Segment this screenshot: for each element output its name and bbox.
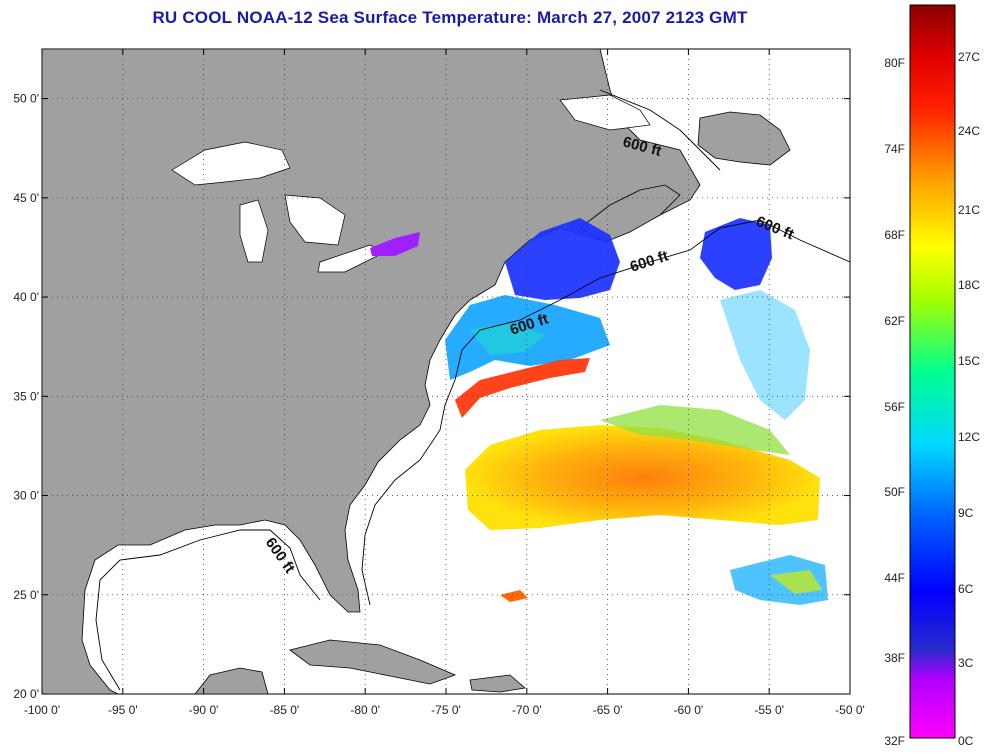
lon-tick-label: -90 0' — [189, 703, 219, 717]
colorbar-c-label: 27C — [958, 50, 980, 64]
lat-tick-label: 25 0' — [13, 588, 39, 602]
contour-st-lawrence — [599, 89, 721, 171]
lat-tick-label: 40 0' — [13, 290, 39, 304]
sst-teal-slope — [470, 322, 545, 355]
colorbar-c-label: 24C — [958, 124, 980, 138]
sst-magenta-lake — [370, 232, 420, 256]
colorbar-celsius-labels: 27C 24C 21C 18C 15C 12C 9C 6C 3C 0C — [958, 50, 980, 748]
sst-warm-core — [465, 425, 820, 530]
lat-tick-label: 20 0' — [13, 687, 39, 701]
lat-tick-label: 30 0' — [13, 489, 39, 503]
yucatan-land — [194, 667, 269, 695]
lake-superior — [171, 141, 291, 186]
colorbar-f-label: 68F — [884, 228, 905, 242]
colorbar-f-label: 32F — [884, 734, 905, 748]
sst-gulf-stream — [455, 358, 590, 418]
colorbar-f-label: 56F — [884, 400, 905, 414]
colorbar-c-label: 21C — [958, 203, 980, 217]
colorbar: 80F 74F 68F 62F 56F 50F 44F 38F 32F 27C 24C 21C 18C… — [884, 4, 980, 748]
lon-tick-label: -95 0' — [108, 703, 138, 717]
colorbar-c-label: 15C — [958, 354, 980, 368]
sst-cool-northeast — [720, 290, 810, 420]
lon-tick-label: -55 0' — [754, 703, 784, 717]
lon-tick-label: -80 0' — [350, 703, 380, 717]
lon-tick-label: -60 0' — [674, 703, 704, 717]
lon-tick-label: -70 0' — [512, 703, 542, 717]
lake-huron — [284, 194, 346, 246]
lon-tick-label: -85 0' — [270, 703, 300, 717]
colorbar-f-label: 50F — [884, 485, 905, 499]
lat-tick-label: 50 0' — [13, 92, 39, 106]
colorbar-f-label: 74F — [884, 142, 905, 156]
colorbar-c-label: 3C — [958, 656, 974, 670]
latitude-axis-labels: 20 0' 25 0' 30 0' 35 0' 40 0' 45 0' 50 0' — [13, 92, 39, 701]
sst-green-band — [600, 405, 790, 455]
lon-tick-label: -75 0' — [431, 703, 461, 717]
map-title: RU COOL NOAA-12 Sea Surface Temperature:… — [152, 8, 748, 27]
contour-atlantic-shelf — [361, 219, 851, 606]
colorbar-f-label: 38F — [884, 651, 905, 665]
longitude-axis-labels: -100 0' -95 0' -90 0' -85 0' -80 0' -75 0' -70… — [24, 703, 865, 717]
great-lakes — [171, 94, 651, 273]
colorbar-c-label: 9C — [958, 506, 974, 520]
colorbar-f-label: 62F — [884, 314, 905, 328]
sst-overlay — [370, 218, 828, 605]
lake-erie — [317, 244, 386, 273]
colorbar-fahrenheit-labels: 80F 74F 68F 62F 56F 50F 44F 38F 32F — [884, 56, 905, 748]
contour-gulf — [95, 529, 321, 691]
colorbar-gradient — [909, 4, 956, 739]
cuba-land — [289, 639, 457, 685]
gulf-st-lawrence — [559, 94, 651, 131]
lat-lon-grid — [41, 49, 851, 695]
lat-tick-label: 45 0' — [13, 191, 39, 205]
lon-tick-label: -65 0' — [593, 703, 623, 717]
sst-blue-grand-banks — [700, 218, 772, 290]
sst-southeast-green — [770, 570, 822, 594]
hispaniola-land — [469, 674, 526, 693]
colorbar-c-label: 12C — [958, 430, 980, 444]
colorbar-c-label: 6C — [958, 582, 974, 596]
land-layer — [41, 48, 791, 695]
sst-orange-speck — [500, 590, 528, 602]
lake-michigan — [239, 199, 269, 263]
depth-contours — [95, 89, 851, 691]
lon-tick-label: -100 0' — [24, 703, 60, 717]
colorbar-f-label: 80F — [884, 56, 905, 70]
colorbar-c-label: 0C — [958, 734, 974, 748]
sst-blue-gulf-of-maine — [505, 218, 620, 300]
newfoundland-land — [697, 111, 791, 166]
nova-scotia-land — [579, 184, 681, 243]
lat-tick-label: 35 0' — [13, 389, 39, 403]
colorbar-c-label: 18C — [958, 278, 980, 292]
colorbar-f-label: 44F — [884, 571, 905, 585]
lon-tick-label: -50 0' — [835, 703, 865, 717]
